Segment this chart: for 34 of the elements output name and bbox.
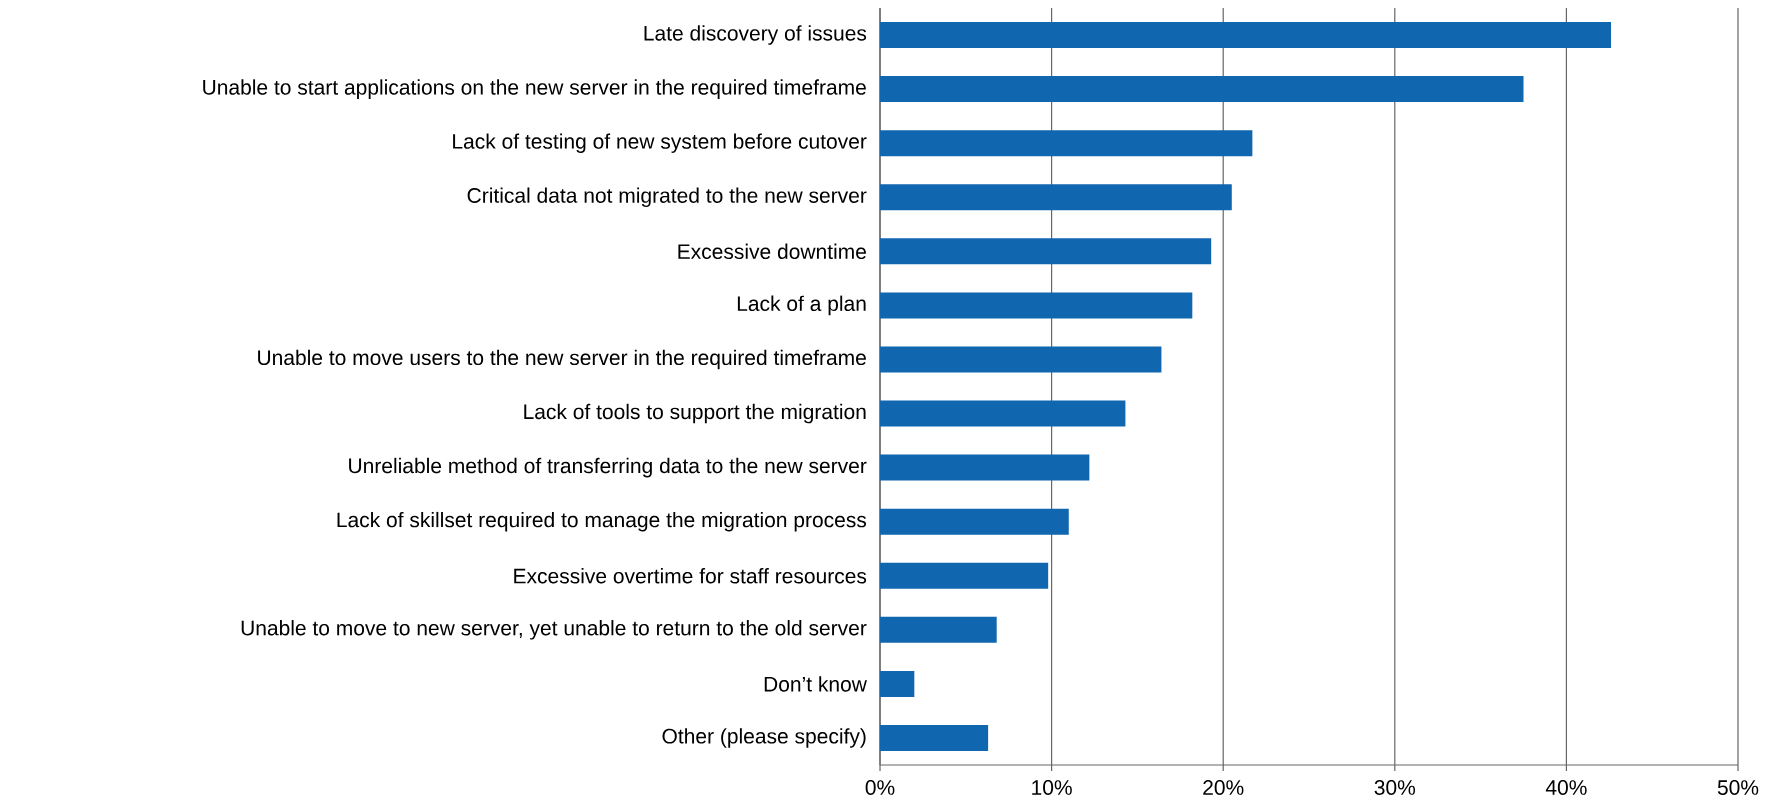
y-tick-label: Late discovery of issues: [644, 25, 867, 45]
bar: [880, 670, 915, 697]
bar: [880, 292, 1193, 319]
y-tick-label: Other (please specify): [662, 728, 866, 748]
bar: [880, 76, 1524, 103]
y-tick-label: Unable to move users to the new server in the required timeframe: [258, 349, 866, 370]
y-tick-label: Excessive overtime for staff resources: [514, 568, 867, 584]
y-tick-label: Critical data not migrated to the new server: [467, 187, 867, 208]
y-tick-label: Lack of skillset required to manage the migration process: [337, 511, 867, 532]
y-tick-label: Don’t know: [764, 676, 867, 692]
bar: [880, 562, 1049, 589]
x-tick-label: 10%: [1032, 780, 1072, 795]
bar: [880, 400, 1126, 427]
x-tick-label: 50%: [1717, 780, 1759, 795]
y-tick-label: Lack of testing of new system before cutover: [453, 133, 867, 153]
y-tick-label: Excessive downtime: [678, 243, 866, 260]
y-tick-label: Unable to start applications on the new server in the required timeframe: [203, 79, 866, 99]
bar: [880, 130, 1253, 157]
bar: [880, 238, 1212, 265]
y-tick-label: Unreliable method of transferring data to the new server: [349, 457, 867, 478]
bar: [880, 184, 1232, 211]
y-tick-label: Unable to move to new server, yet unable to return to the old server: [241, 620, 867, 640]
bar: [880, 508, 1069, 535]
x-tick-label: 40%: [1545, 780, 1587, 795]
y-tick-label: Lack of tools to support the migration: [524, 403, 866, 424]
y-tick-label: Lack of a plan: [737, 295, 866, 316]
bar: [880, 724, 989, 751]
x-tick-label: 20%: [1203, 780, 1244, 795]
bar: [880, 346, 1162, 373]
bar: [880, 454, 1090, 481]
x-tick-label: 0%: [865, 780, 895, 795]
bar: [880, 22, 1612, 49]
bar: [880, 616, 997, 643]
x-tick-label: 30%: [1374, 780, 1416, 795]
